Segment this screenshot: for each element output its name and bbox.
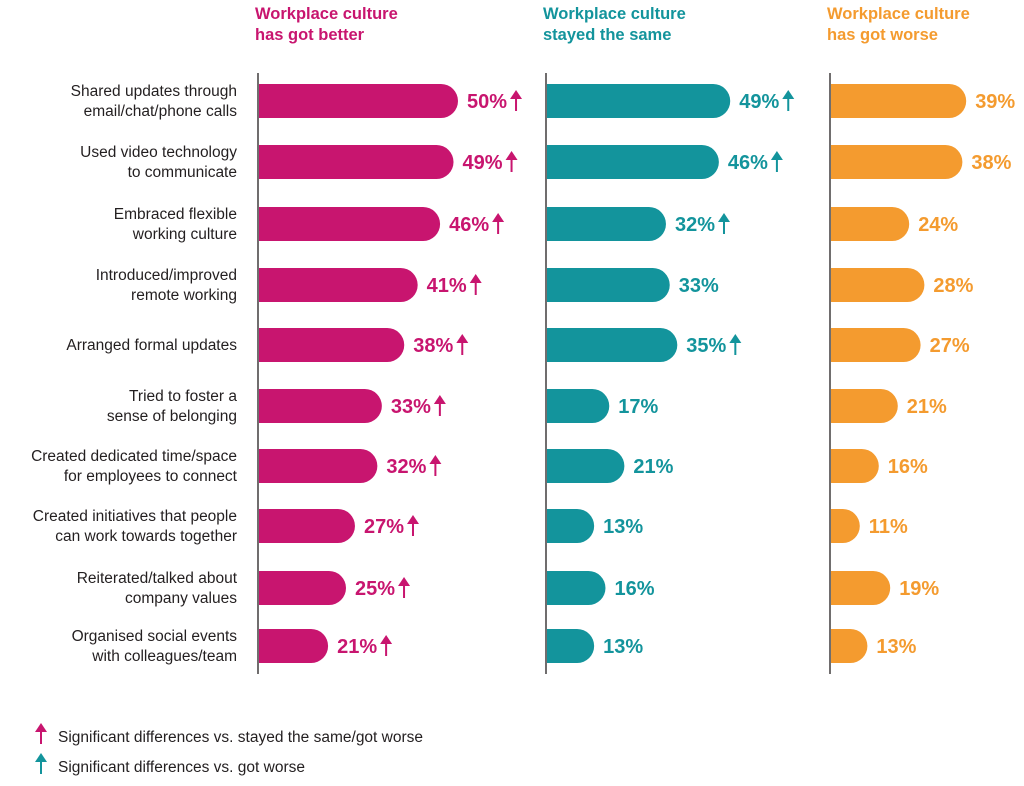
data-label: 24% (918, 214, 958, 236)
significance-arrow-icon (770, 151, 783, 172)
data-label: 16% (888, 456, 928, 478)
data-label: 13% (603, 516, 643, 538)
arrow-up-icon (35, 723, 47, 744)
bar (831, 145, 963, 179)
significance-arrow-icon (505, 151, 518, 172)
data-label: 27% (364, 516, 404, 538)
data-label: 13% (603, 636, 643, 658)
bar (831, 84, 967, 118)
legend-label: Significant differences vs. stayed the s… (58, 729, 423, 746)
bar (831, 571, 891, 605)
category-label: Introduced/improved remote working (96, 267, 237, 304)
data-label: 27% (930, 335, 970, 357)
significance-arrow-icon (456, 334, 469, 355)
data-label: 50% (467, 91, 507, 113)
bar (547, 629, 595, 663)
bar (259, 145, 454, 179)
category-label: Embraced flexible working culture (114, 206, 237, 243)
data-label: 33% (679, 275, 719, 297)
data-label: 21% (907, 396, 947, 418)
bar (259, 571, 346, 605)
bar (547, 449, 625, 483)
category-label: Arranged formal updates (66, 337, 237, 354)
data-label: 25% (355, 578, 395, 600)
bar (259, 389, 382, 423)
data-label: 46% (728, 152, 768, 174)
significance-arrow-icon (729, 334, 742, 355)
panel-title: Workplace culture has got better (255, 5, 398, 44)
data-label: 13% (876, 636, 916, 658)
bar (831, 449, 879, 483)
panel-title: Workplace culture has got worse (827, 5, 970, 44)
category-label: Shared updates through email/chat/phone c… (71, 83, 238, 120)
data-label: 19% (899, 578, 939, 600)
bar (547, 207, 666, 241)
data-label: 38% (413, 335, 453, 357)
data-label: 38% (971, 152, 1011, 174)
significance-arrow-icon (510, 90, 523, 111)
significance-arrow-icon (492, 213, 505, 234)
bar (259, 509, 355, 543)
significance-arrow-icon (429, 455, 442, 476)
significance-arrow-icon (380, 635, 393, 656)
data-label: 39% (975, 91, 1015, 113)
bar (547, 509, 595, 543)
bar (547, 84, 731, 118)
bar (547, 328, 678, 362)
bar (547, 571, 606, 605)
data-label: 28% (933, 275, 973, 297)
data-label: 16% (614, 578, 654, 600)
significance-arrow-icon (782, 90, 795, 111)
bar (547, 268, 670, 302)
category-label: Reiterated/talked about company values (77, 570, 238, 607)
bar (259, 84, 458, 118)
data-label: 21% (633, 456, 673, 478)
bar (831, 509, 860, 543)
significance-arrow-icon (398, 577, 411, 598)
bar (547, 145, 719, 179)
significance-arrow-icon (469, 274, 482, 295)
bar (831, 328, 921, 362)
category-label: Created initiatives that people can work … (33, 508, 237, 545)
significance-arrow-icon (717, 213, 730, 234)
data-label: 17% (618, 396, 658, 418)
significance-arrow-icon (433, 395, 446, 416)
bar (259, 629, 329, 663)
data-label: 33% (391, 396, 431, 418)
bar (831, 629, 868, 663)
category-label: Created dedicated time/space for employee… (31, 448, 238, 485)
bar (831, 268, 925, 302)
category-label: Organised social events with colleagues/t… (72, 628, 238, 665)
data-label: 49% (463, 152, 503, 174)
bar (259, 328, 405, 362)
bar (259, 268, 418, 302)
data-label: 32% (386, 456, 426, 478)
bar (259, 207, 441, 241)
bar (259, 449, 378, 483)
bar (547, 389, 610, 423)
category-label: Tried to foster a sense of belonging (107, 388, 238, 425)
data-label: 35% (686, 335, 726, 357)
data-label: 32% (675, 214, 715, 236)
data-label: 21% (337, 636, 377, 658)
arrow-up-icon (35, 753, 47, 774)
legend-label: Significant differences vs. got worse (58, 759, 305, 776)
panel-title: Workplace culture stayed the same (543, 5, 686, 44)
data-label: 46% (449, 214, 489, 236)
bar (831, 389, 898, 423)
bar (831, 207, 910, 241)
significance-arrow-icon (406, 515, 419, 536)
data-label: 41% (427, 275, 467, 297)
category-label: Used video technology to communicate (80, 144, 237, 181)
data-label: 49% (739, 91, 779, 113)
data-label: 11% (869, 516, 908, 538)
